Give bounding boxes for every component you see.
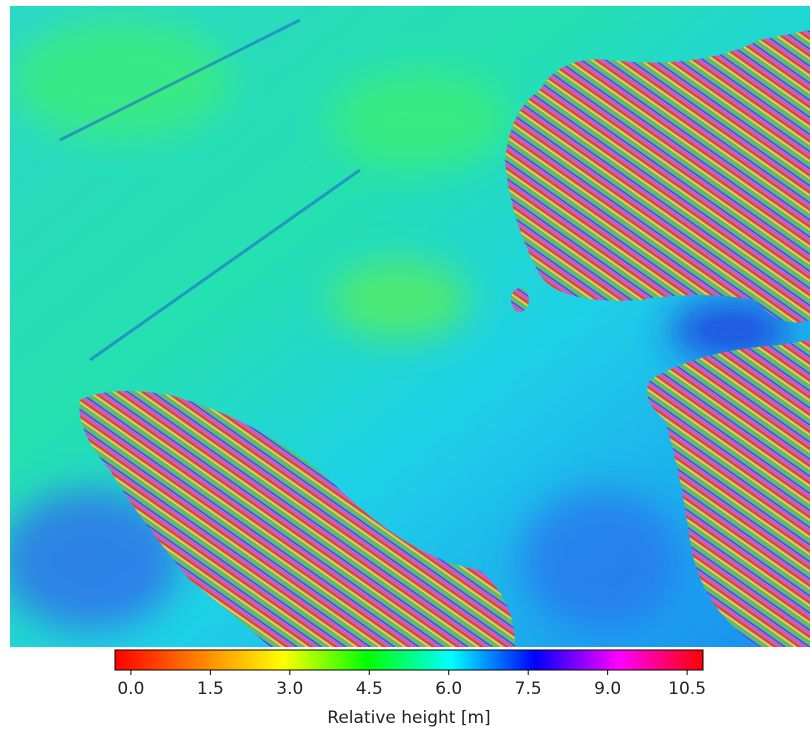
interferogram [0, 6, 810, 647]
tick-label: 9.0 [594, 679, 621, 699]
tick-label: 7.5 [515, 679, 542, 699]
tick-label: 3.0 [276, 679, 303, 699]
colorbar-label: Relative height [m] [327, 708, 490, 728]
tick-label: 10.5 [668, 679, 706, 699]
figure: Relative height [m] 0.0 1.5 3.0 4.5 6.0 7.5 9.… [0, 0, 810, 729]
colorbar [115, 650, 703, 670]
tick-label: 6.0 [435, 679, 462, 699]
tick-label: 4.5 [356, 679, 383, 699]
tick-label: 1.5 [197, 679, 224, 699]
page: {"chart_data": {"type": "image", "colorb… [0, 0, 810, 729]
tick-label: 0.0 [117, 679, 144, 699]
